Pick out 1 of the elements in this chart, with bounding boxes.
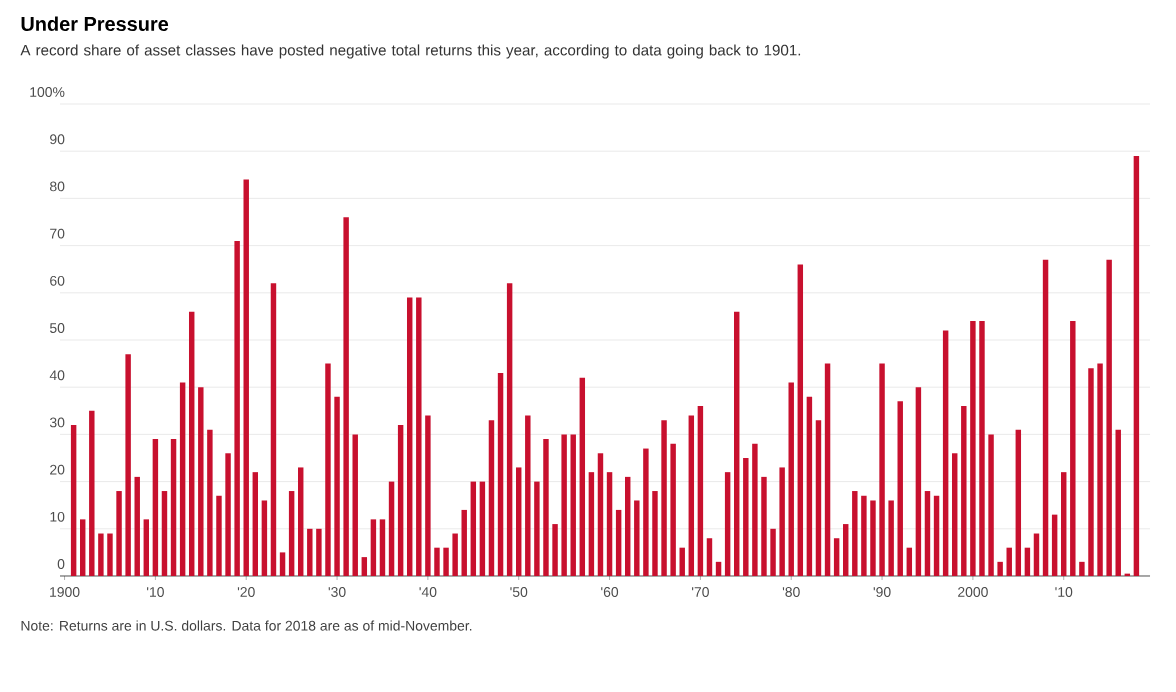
chart-title: Under Pressure [21,16,169,32]
